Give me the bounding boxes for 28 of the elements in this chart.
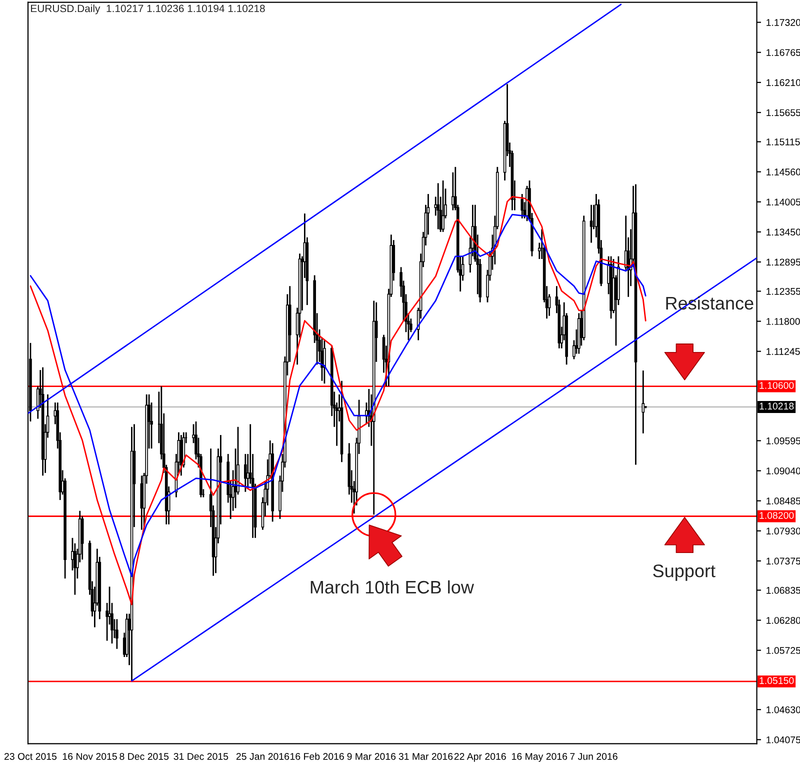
- annotation: March 10th ECB low: [310, 580, 474, 594]
- y-tick-label: 1.15115: [766, 138, 800, 146]
- x-tick-label: 16 Feb 2016: [290, 752, 344, 760]
- x-tick-label: 16 May 2016: [512, 752, 568, 762]
- x-tick-label: 25 Jan 2016: [236, 752, 290, 760]
- x-tick-label: 9 Mar 2016: [347, 752, 396, 760]
- candlestick: [442, 180, 444, 233]
- ref-line-label: 1.05150: [760, 677, 794, 684]
- x-tick-label: 23 Oct 2015: [4, 752, 57, 760]
- x-tick-label: 31 Mar 2016: [398, 752, 453, 760]
- x-tick-label: 8 Dec 2015: [120, 752, 169, 760]
- ref-line-label: 1.10218: [760, 402, 794, 410]
- candlestick: [436, 182, 440, 230]
- x-tick-label: 16 Nov 2015: [62, 752, 117, 760]
- candlestick: [116, 618, 118, 650]
- candlestick: [244, 453, 247, 493]
- ref-line-label: 1.10600: [760, 382, 794, 389]
- y-tick-label: 1.11245: [766, 348, 800, 355]
- x-tick-label: 7 Jun 2016: [570, 752, 618, 760]
- chart-title: EURUSD.Daily 1.10217 1.10236 1.10194 1.10218: [31, 4, 265, 14]
- x-tick-label: 22 Apr 2016: [454, 752, 506, 762]
- annotation: Support: [653, 564, 716, 581]
- candlestick: [590, 204, 593, 244]
- candlestick: [323, 340, 326, 384]
- y-tick-label: 1.11800: [766, 318, 800, 325]
- x-tick-label: 31 Dec 2015: [174, 752, 228, 760]
- candlestick: [520, 193, 524, 220]
- ref-line-label: 1.08200: [760, 512, 794, 519]
